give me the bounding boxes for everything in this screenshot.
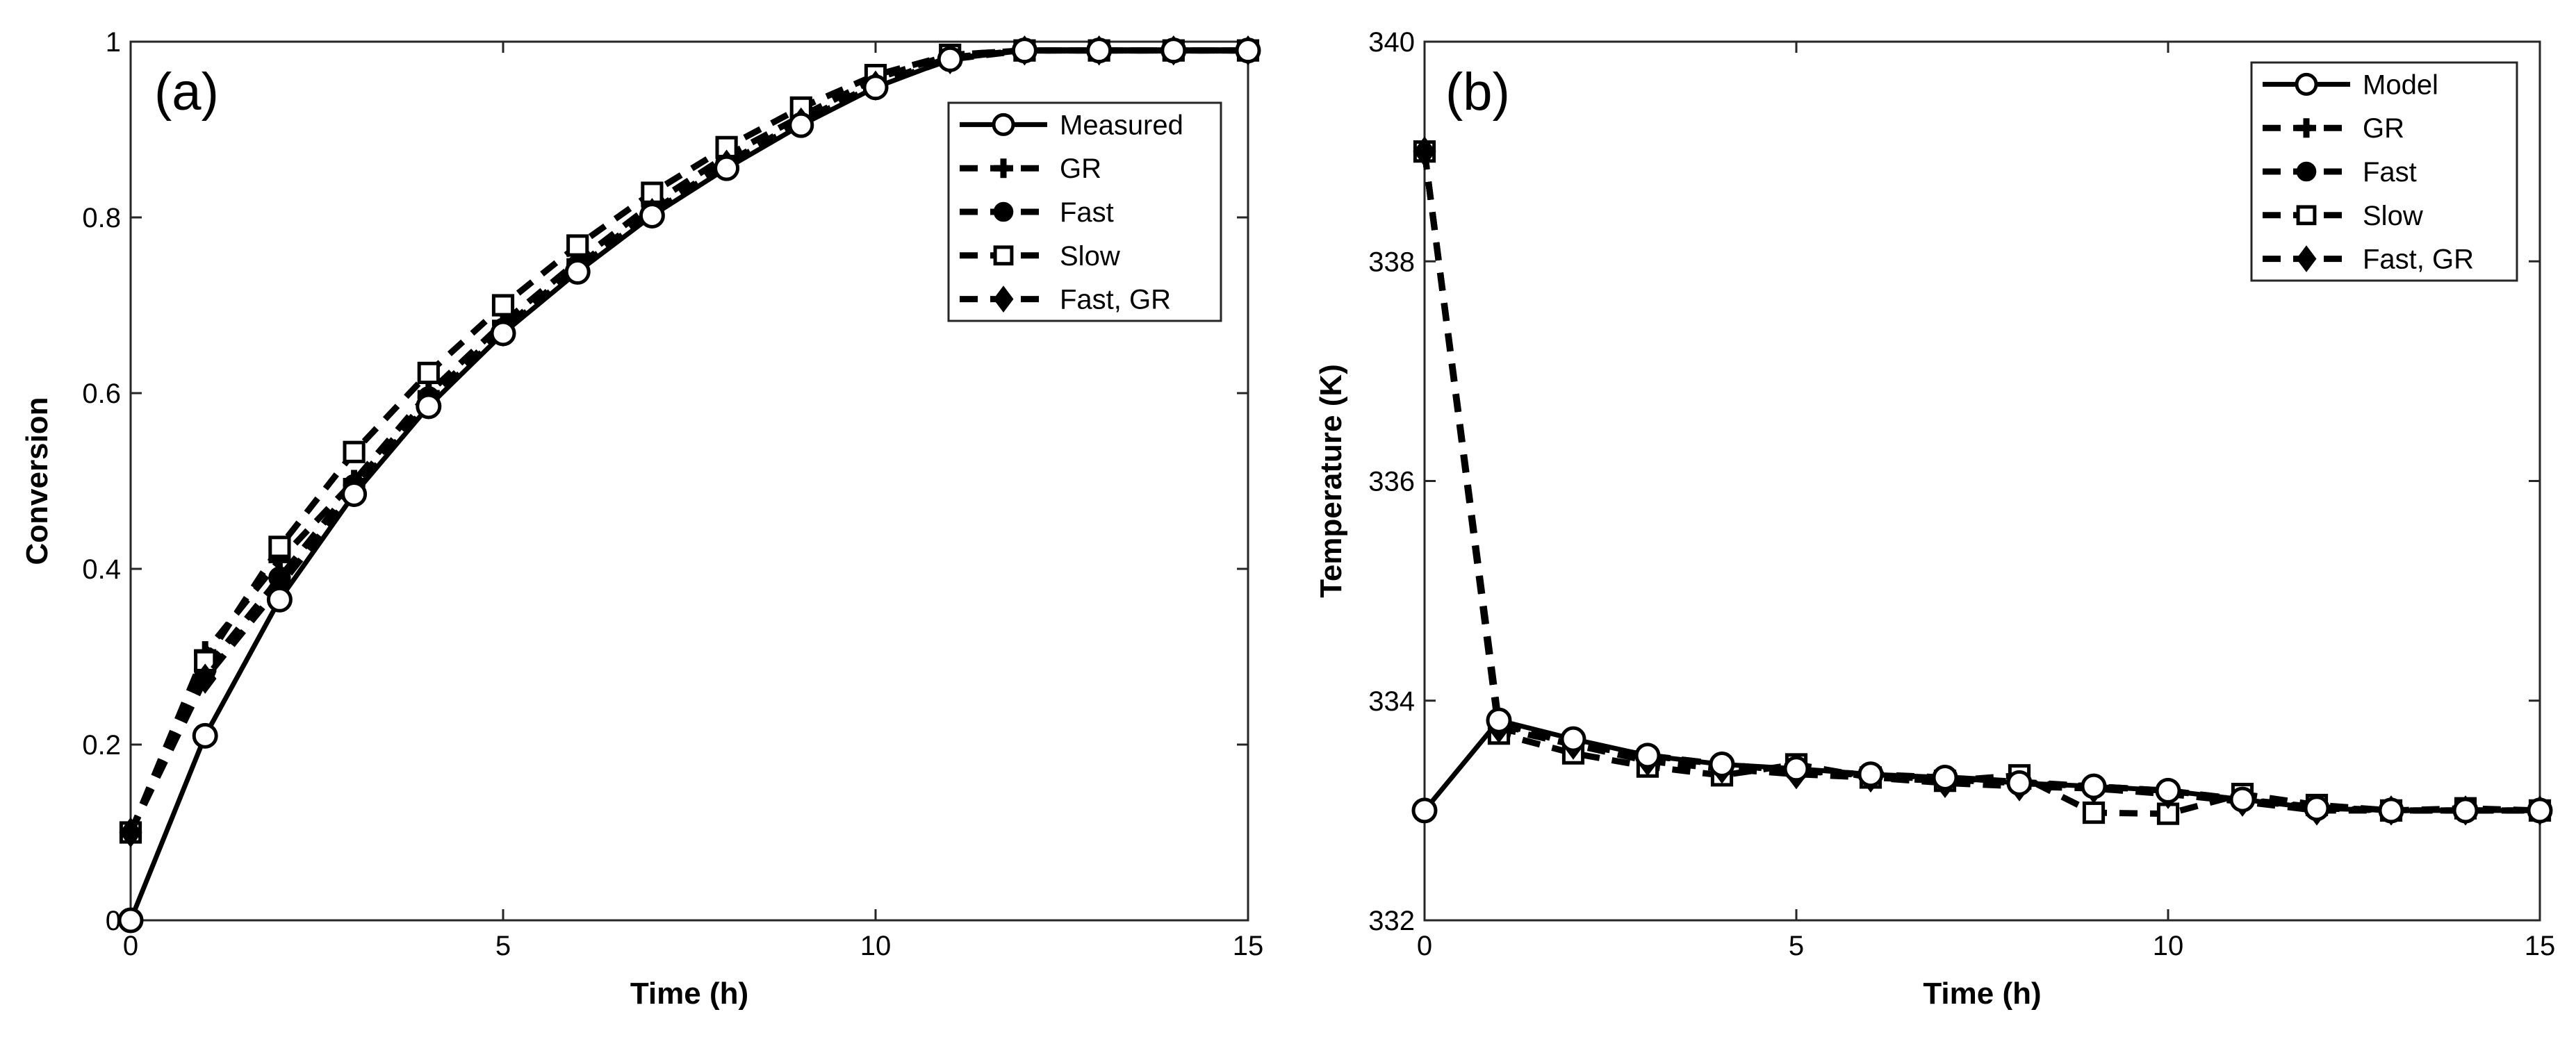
y-tick-label: 334 — [1368, 686, 1415, 717]
data-point — [862, 74, 889, 101]
panel-tag: (a) — [154, 63, 219, 122]
x-tick-label: 5 — [1789, 931, 1804, 961]
legend: Measured GR Fast Slow Fast, GR — [947, 101, 1222, 322]
data-point — [1932, 764, 1958, 790]
axes-box — [129, 40, 1249, 922]
legend-label: Model — [2363, 69, 2438, 100]
legend-label: Fast — [1060, 197, 1114, 228]
y-tick-label: 1 — [106, 27, 121, 58]
data-point — [2378, 797, 2404, 824]
data-point — [268, 536, 291, 558]
x-tick-label: 10 — [2153, 931, 2184, 961]
x-axis-label: Time (h) — [630, 977, 748, 1011]
data-point — [2527, 797, 2553, 824]
panel-tag: (b) — [1445, 63, 1510, 122]
x-tick-label: 15 — [1233, 931, 1264, 961]
data-point — [192, 722, 218, 749]
data-point — [416, 393, 442, 420]
legend-marker — [992, 113, 1015, 136]
y-tick-label: 336 — [1368, 467, 1415, 497]
series-line — [128, 48, 1248, 922]
x-tick-label: 0 — [123, 931, 138, 961]
x-tick-label: 15 — [2525, 931, 2556, 961]
data-point — [2081, 773, 2107, 799]
data-point — [417, 361, 440, 385]
y-tick-label: 0.6 — [82, 379, 121, 409]
x-tick-label: 10 — [860, 931, 892, 961]
data-point — [2229, 786, 2256, 813]
data-point — [1486, 707, 1512, 733]
data-point — [2452, 797, 2479, 824]
data-point — [1709, 751, 1735, 777]
data-point — [341, 481, 368, 507]
data-point — [1413, 136, 1436, 167]
legend-label: Fast, GR — [1060, 285, 1171, 315]
series-line — [1422, 717, 2540, 813]
data-point — [566, 234, 589, 257]
data-point — [2006, 770, 2033, 796]
series-line — [127, 47, 1248, 834]
legend-marker — [993, 245, 1014, 266]
data-point — [1783, 756, 1810, 782]
data-point — [937, 46, 963, 72]
legend-marker — [2295, 72, 2318, 96]
y-tick-label: 0.4 — [82, 554, 121, 585]
legend: Model GR Fast Slow Fast, GR — [2250, 61, 2518, 282]
data-point — [266, 586, 293, 613]
y-tick-label: 0 — [106, 906, 121, 936]
data-point — [1857, 761, 1884, 788]
legend-marker — [2296, 245, 2317, 272]
data-point — [1011, 38, 1037, 64]
y-tick-label: 332 — [1368, 906, 1415, 936]
data-point — [119, 817, 142, 848]
y-axis-label: Conversion — [20, 397, 54, 565]
data-point — [1086, 38, 1113, 64]
legend-label: Slow — [1060, 241, 1120, 272]
data-point — [2304, 795, 2330, 822]
data-point — [1160, 38, 1187, 64]
y-tick-label: 338 — [1368, 247, 1415, 277]
x-tick-label: 5 — [495, 931, 511, 961]
legend-marker — [993, 201, 1014, 222]
legend-marker — [2296, 205, 2317, 226]
y-tick-label: 0.8 — [82, 203, 121, 233]
data-point — [1411, 797, 1438, 824]
x-axis-label: Time (h) — [1923, 977, 2041, 1011]
legend-marker — [2297, 118, 2316, 138]
data-point — [639, 202, 665, 229]
series-measured — [117, 38, 1261, 934]
series-line — [127, 47, 1248, 834]
legend-label: Fast, GR — [2363, 244, 2474, 275]
legend-marker — [993, 285, 1014, 313]
data-point — [1235, 38, 1261, 64]
legend-marker — [994, 158, 1013, 179]
panel-b: 0 5 10 15 332 334 336 338 340 Time (h) Temperature… — [1314, 27, 2555, 1011]
series-model — [1411, 707, 2553, 824]
data-point — [564, 258, 591, 285]
data-point — [343, 440, 366, 463]
data-point — [193, 663, 217, 694]
y-tick-label: 0.2 — [82, 730, 121, 761]
data-point — [490, 320, 516, 347]
data-point — [2082, 801, 2106, 824]
legend-label: GR — [2363, 113, 2404, 144]
data-point — [117, 907, 144, 934]
data-point — [714, 155, 740, 181]
data-point — [491, 294, 515, 317]
data-point — [1560, 726, 1586, 752]
y-tick-label: 340 — [1368, 27, 1415, 58]
x-tick-label: 0 — [1417, 931, 1432, 961]
data-point — [788, 112, 814, 138]
legend-marker — [2296, 161, 2317, 182]
legend-label: GR — [1060, 154, 1101, 184]
y-axis-label: Temperature (K) — [1314, 364, 1348, 598]
legend-label: Slow — [2363, 201, 2423, 231]
panel-a: 0 5 10 15 0 0.2 0.4 0.6 0.8 1 Time (h) Conversion (a… — [20, 27, 1263, 1011]
legend-label: Fast — [2363, 157, 2417, 188]
data-point — [1634, 743, 1661, 769]
legend-label: Measured — [1060, 110, 1183, 140]
data-point — [2155, 777, 2181, 804]
